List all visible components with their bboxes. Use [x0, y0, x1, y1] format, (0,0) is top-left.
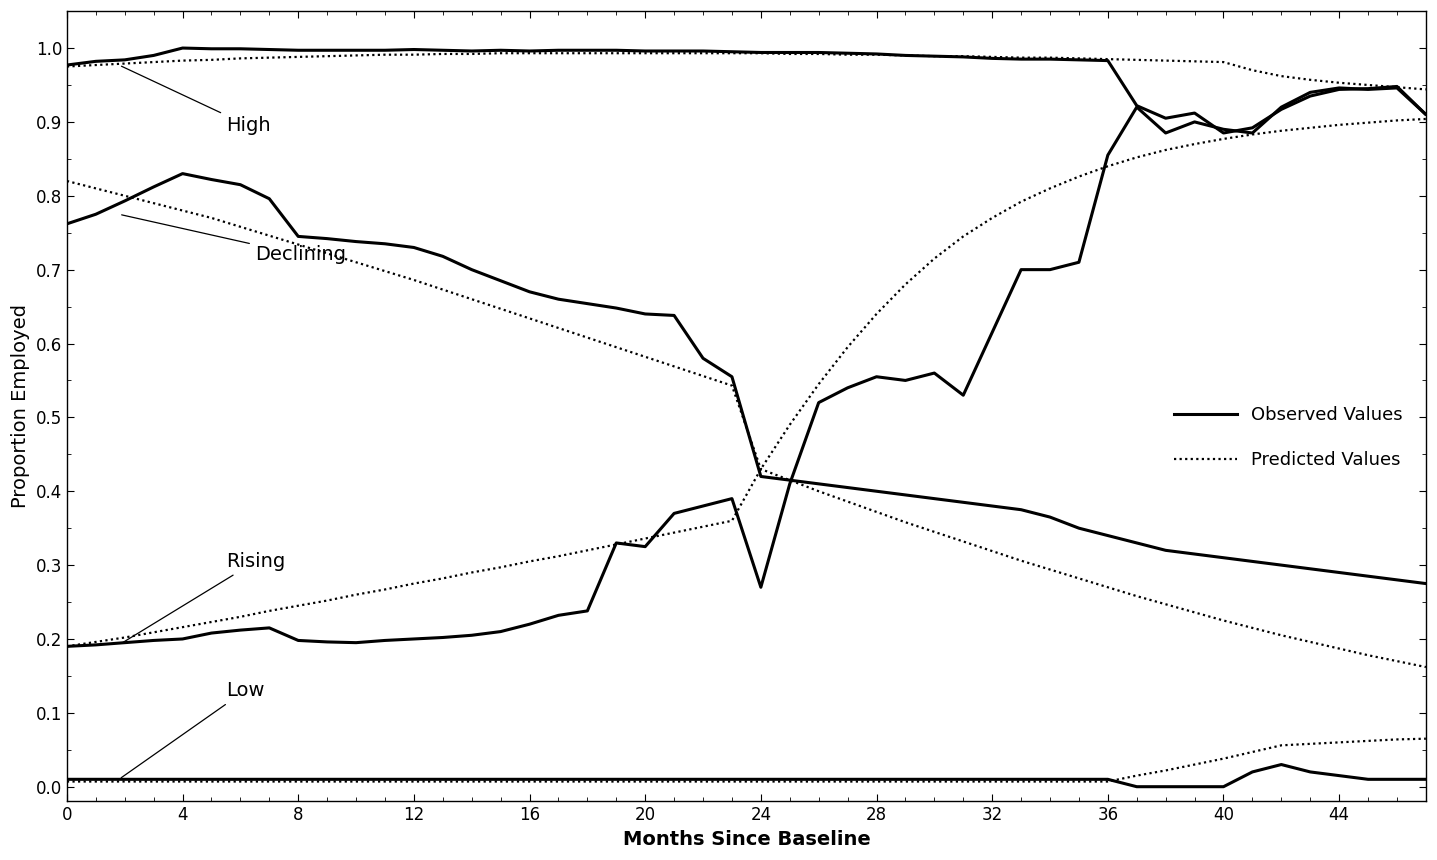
Text: Low: Low: [121, 681, 264, 777]
Text: High: High: [122, 66, 270, 135]
Y-axis label: Proportion Employed: Proportion Employed: [11, 304, 30, 508]
Text: Rising: Rising: [121, 552, 285, 643]
Text: Declining: Declining: [122, 215, 346, 264]
Legend: Observed Values, Predicted Values: Observed Values, Predicted Values: [1167, 399, 1410, 476]
X-axis label: Months Since Baseline: Months Since Baseline: [622, 830, 871, 849]
